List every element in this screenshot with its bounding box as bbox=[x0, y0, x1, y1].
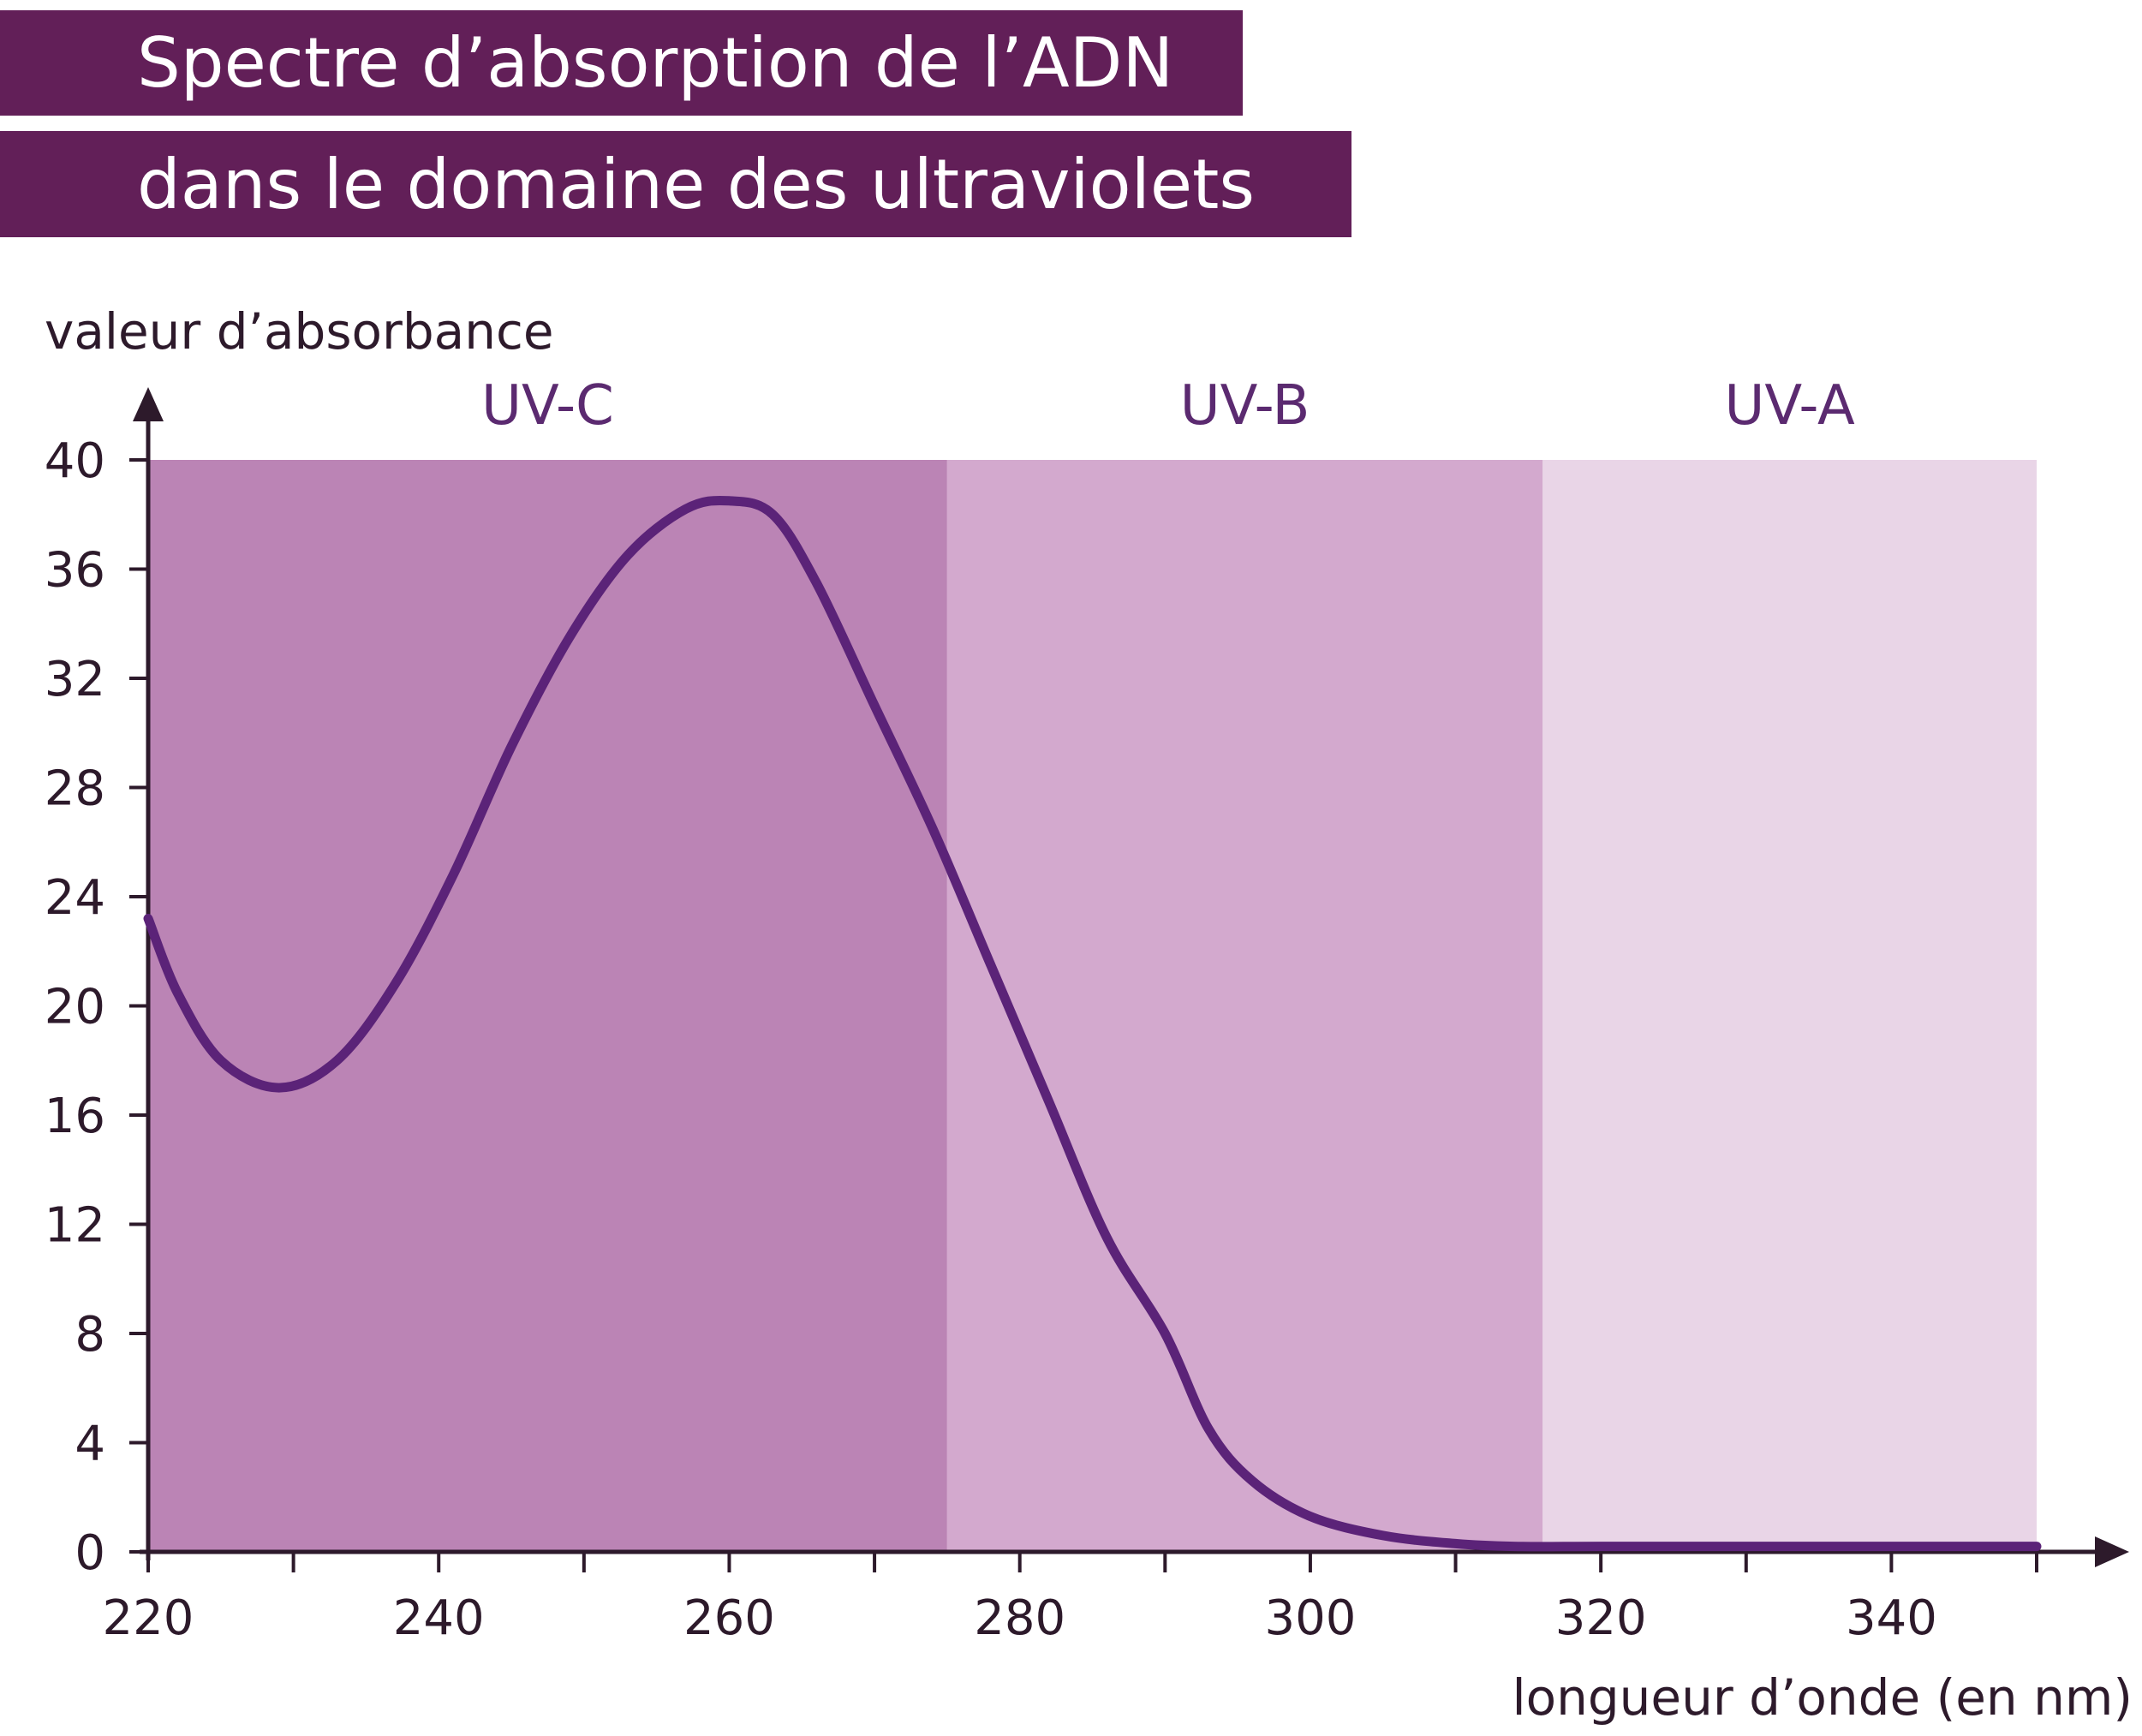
chart-title-line-1-text: Spectre d’absorption de l’ADN bbox=[137, 23, 1174, 103]
band-label-uv-a: UV-A bbox=[1724, 374, 1855, 438]
x-tick-label: 340 bbox=[1846, 1590, 1937, 1646]
x-tick-label: 260 bbox=[683, 1590, 775, 1646]
x-tick-label: 220 bbox=[103, 1590, 194, 1646]
x-tick-label: 240 bbox=[393, 1590, 485, 1646]
x-tick-label: 320 bbox=[1555, 1590, 1647, 1646]
uv-bands: UV-C UV-B UV-A bbox=[148, 374, 2037, 1552]
y-tick-label: 24 bbox=[45, 870, 105, 926]
y-tick-label: 32 bbox=[45, 652, 105, 707]
y-tick-label: 40 bbox=[45, 433, 105, 489]
band-uv-a bbox=[1542, 460, 2037, 1552]
band-uv-c bbox=[148, 460, 947, 1552]
axes bbox=[133, 387, 2129, 1567]
ticks: 0 4 8 12 16 20 24 28 32 36 40 220 240 260 280 300 320 340 bbox=[45, 433, 2038, 1646]
y-axis-arrow bbox=[133, 387, 164, 421]
band-label-uv-c: UV-C bbox=[481, 374, 614, 438]
x-axis-arrow bbox=[2095, 1536, 2129, 1567]
y-tick-label: 16 bbox=[45, 1089, 105, 1144]
y-tick-label: 28 bbox=[45, 761, 105, 817]
chart-title-line-2-text: dans le domaine des ultraviolets bbox=[137, 144, 1256, 224]
series bbox=[143, 495, 2042, 1552]
chart-title-line-2: dans le domaine des ultraviolets bbox=[0, 131, 1351, 237]
y-tick-label: 4 bbox=[75, 1417, 105, 1472]
band-label-uv-b: UV-B bbox=[1180, 374, 1310, 438]
band-uv-b bbox=[946, 460, 1543, 1552]
labels: valeur d’absorbance longueur d’onde (en … bbox=[45, 302, 2133, 1727]
y-tick-label: 12 bbox=[45, 1198, 105, 1254]
x-tick-label: 280 bbox=[974, 1590, 1065, 1646]
absorbance-curve bbox=[143, 495, 2042, 1552]
y-axis-title: valeur d’absorbance bbox=[45, 302, 554, 361]
x-tick-label: 300 bbox=[1264, 1590, 1356, 1646]
x-axis-title: longueur d’onde (en nm) bbox=[1513, 1668, 2133, 1727]
y-tick-label: 0 bbox=[75, 1525, 105, 1581]
y-tick-label: 36 bbox=[45, 543, 105, 599]
y-tick-label: 20 bbox=[45, 980, 105, 1035]
y-tick-label: 8 bbox=[75, 1307, 105, 1363]
chart-title-line-1: Spectre d’absorption de l’ADN bbox=[0, 10, 1243, 116]
